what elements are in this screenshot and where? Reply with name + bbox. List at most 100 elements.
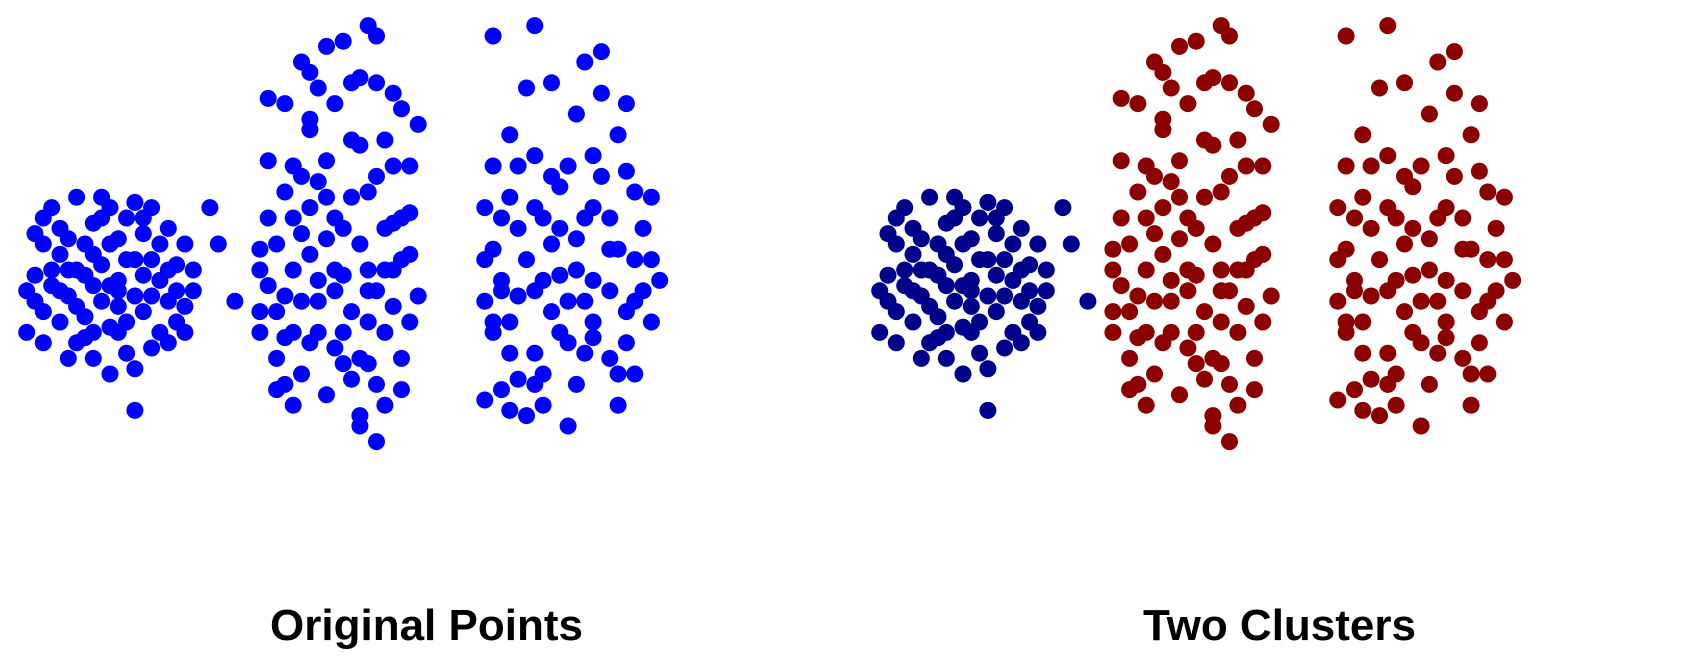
scatter-point-series-0 bbox=[184, 261, 202, 279]
two-clusters-panel: Two Clusters bbox=[853, 0, 1706, 656]
scatter-point-series-0 bbox=[601, 209, 619, 227]
scatter-point-series-0 bbox=[351, 349, 369, 367]
scatter-point-series-0 bbox=[971, 209, 989, 227]
scatter-point-series-1 bbox=[1371, 407, 1388, 425]
scatter-point-series-1 bbox=[1137, 209, 1155, 227]
scatter-point-series-0 bbox=[309, 173, 327, 191]
scatter-point-series-0 bbox=[18, 323, 36, 341]
scatter-point-series-1 bbox=[1470, 334, 1488, 352]
scatter-point-series-0 bbox=[318, 37, 335, 55]
scatter-point-series-0 bbox=[34, 209, 52, 227]
scatter-point-series-0 bbox=[84, 214, 102, 232]
scatter-point-series-0 bbox=[642, 251, 660, 269]
scatter-point-series-1 bbox=[1495, 188, 1513, 206]
scatter-point-series-1 bbox=[1420, 375, 1438, 393]
scatter-point-series-1 bbox=[1246, 100, 1263, 118]
scatter-point-series-0 bbox=[626, 365, 644, 383]
scatter-point-series-0 bbox=[584, 329, 602, 347]
scatter-point-series-1 bbox=[1104, 240, 1122, 258]
scatter-point-series-0 bbox=[293, 292, 310, 310]
scatter-point-series-0 bbox=[518, 251, 535, 269]
scatter-point-series-1 bbox=[1196, 370, 1213, 388]
scatter-point-series-0 bbox=[126, 193, 144, 211]
scatter-point-series-0 bbox=[484, 240, 502, 258]
scatter-point-series-0 bbox=[526, 375, 544, 393]
scatter-point-series-0 bbox=[609, 396, 627, 414]
scatter-point-series-0 bbox=[251, 303, 269, 321]
scatter-point-series-0 bbox=[293, 225, 310, 243]
scatter-point-series-1 bbox=[1229, 131, 1247, 149]
scatter-point-series-0 bbox=[987, 303, 1005, 321]
scatter-point-series-0 bbox=[551, 323, 569, 341]
scatter-point-series-1 bbox=[1187, 355, 1205, 373]
scatter-point-series-0 bbox=[401, 204, 419, 222]
scatter-point-series-1 bbox=[1237, 84, 1255, 102]
scatter-point-series-0 bbox=[209, 235, 227, 253]
scatter-point-series-0 bbox=[401, 157, 419, 175]
scatter-point-series-1 bbox=[1329, 292, 1347, 310]
scatter-point-series-0 bbox=[501, 188, 519, 206]
scatter-point-series-1 bbox=[1212, 17, 1230, 35]
scatter-point-series-0 bbox=[509, 287, 527, 305]
scatter-point-series-0 bbox=[126, 360, 144, 378]
scatter-point-series-1 bbox=[1196, 188, 1213, 206]
scatter-point-series-1 bbox=[1112, 209, 1130, 227]
scatter-point-series-0 bbox=[18, 282, 36, 300]
scatter-point-series-1 bbox=[1229, 261, 1247, 279]
scatter-point-series-0 bbox=[526, 147, 544, 165]
scatter-point-series-1 bbox=[1396, 167, 1413, 185]
scatter-point-series-0 bbox=[617, 303, 635, 321]
scatter-point-series-1 bbox=[1462, 396, 1480, 414]
scatter-point-series-0 bbox=[601, 240, 619, 258]
scatter-point-series-0 bbox=[309, 271, 327, 289]
scatter-point-series-1 bbox=[1346, 209, 1363, 227]
scatter-point-series-0 bbox=[896, 261, 914, 279]
scatter-point-series-1 bbox=[1112, 277, 1130, 295]
scatter-point-series-0 bbox=[979, 401, 997, 419]
scatter-point-series-0 bbox=[912, 261, 930, 279]
scatter-point-series-0 bbox=[384, 157, 402, 175]
scatter-point-series-0 bbox=[343, 188, 360, 206]
scatter-point-series-1 bbox=[1354, 401, 1372, 419]
scatter-point-series-0 bbox=[962, 271, 980, 289]
scatter-point-series-0 bbox=[168, 282, 186, 300]
scatter-point-series-1 bbox=[1479, 251, 1497, 269]
scatter-point-series-1 bbox=[1204, 349, 1222, 367]
scatter-point-series-0 bbox=[642, 188, 660, 206]
scatter-point-series-1 bbox=[1129, 183, 1147, 201]
scatter-point-series-0 bbox=[26, 266, 44, 284]
scatter-point-series-1 bbox=[1221, 433, 1238, 451]
scatter-point-series-0 bbox=[226, 292, 244, 310]
scatter-point-series-1 bbox=[1146, 365, 1163, 383]
scatter-point-series-0 bbox=[368, 167, 385, 185]
scatter-point-series-1 bbox=[1146, 225, 1163, 243]
scatter-point-series-1 bbox=[1129, 95, 1147, 113]
scatter-point-series-1 bbox=[1337, 313, 1355, 331]
scatter-point-series-0 bbox=[634, 219, 652, 237]
scatter-point-series-0 bbox=[871, 282, 889, 300]
scatter-point-series-1 bbox=[1121, 349, 1139, 367]
scatter-point-series-0 bbox=[651, 271, 669, 289]
scatter-point-series-0 bbox=[887, 334, 905, 352]
scatter-point-series-0 bbox=[576, 292, 594, 310]
scatter-point-series-1 bbox=[1137, 396, 1155, 414]
scatter-point-series-0 bbox=[34, 334, 52, 352]
scatter-point-series-0 bbox=[384, 84, 402, 102]
scatter-point-series-0 bbox=[946, 256, 964, 274]
scatter-point-series-1 bbox=[1221, 375, 1238, 393]
scatter-point-series-1 bbox=[1487, 219, 1505, 237]
scatter-point-series-0 bbox=[393, 100, 410, 118]
scatter-point-series-0 bbox=[1037, 282, 1055, 300]
scatter-point-series-1 bbox=[1454, 349, 1472, 367]
scatter-point-series-1 bbox=[1179, 209, 1197, 227]
scatter-point-series-0 bbox=[954, 365, 972, 383]
scatter-point-series-0 bbox=[996, 287, 1014, 305]
scatter-point-series-0 bbox=[501, 344, 519, 362]
scatter-point-series-1 bbox=[1154, 199, 1172, 217]
scatter-point-series-0 bbox=[921, 334, 939, 352]
scatter-point-series-0 bbox=[276, 183, 294, 201]
scatter-point-series-1 bbox=[1445, 43, 1463, 61]
scatter-point-series-1 bbox=[1179, 339, 1197, 357]
scatter-point-series-1 bbox=[1212, 261, 1230, 279]
scatter-point-series-0 bbox=[334, 32, 352, 50]
